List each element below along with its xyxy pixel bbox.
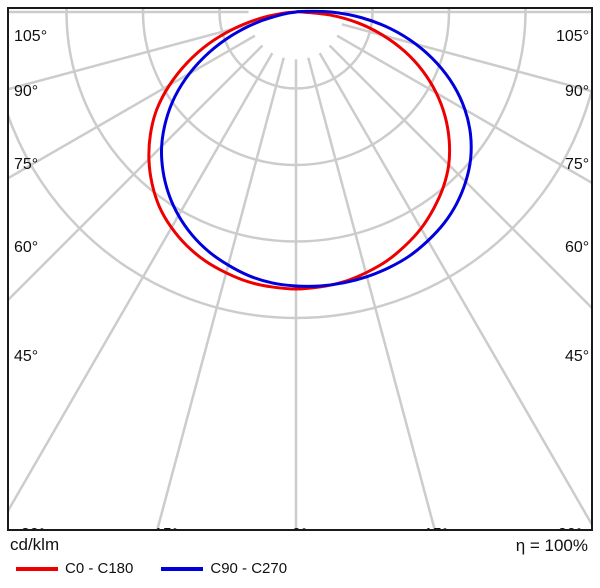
angle-tick-right-0: 105° (556, 28, 590, 45)
angle-tick-left-1: 90° (14, 83, 39, 100)
angle-tick-right-4: 45° (565, 348, 590, 365)
angle-tick-left-3: 60° (14, 239, 39, 256)
series-curve-c0-c180 (147, 10, 452, 291)
grid-rings (9, 9, 591, 320)
angle-tick-left-0: 105° (14, 28, 48, 45)
angle-tick-right-1: 90° (565, 83, 590, 100)
grid-spoke (307, 57, 436, 529)
grid-spoke (9, 52, 274, 512)
angle-tick-right-5: 30° (558, 527, 582, 530)
legend-swatch-icon (161, 566, 204, 571)
grid-spoke (318, 52, 591, 526)
angle-tick-bottom-1: 0° (292, 527, 307, 530)
grid-spokes (9, 10, 591, 529)
plot-area: 105° 90° 75° 60° 45° 30° 105° 90° 75° 60° 45° 30° 15… (7, 7, 593, 531)
legend-label: C90 - C270 (210, 560, 288, 577)
grid-spoke (336, 34, 591, 184)
grid-ring (9, 88, 591, 320)
legend-swatch-icon (16, 566, 58, 571)
angle-tick-right-2: 75° (565, 156, 590, 173)
legend-item-0: C0 - C180 (16, 561, 133, 576)
legend-item-1: C90 - C270 (161, 561, 287, 576)
angle-tick-left-5: 30° (21, 527, 45, 530)
grid-spoke (9, 34, 256, 180)
grid-spoke (9, 44, 264, 301)
chart-legend: C0 - C180 C90 - C270 (16, 561, 287, 576)
polar-plot-svg (9, 9, 591, 529)
legend-label: C0 - C180 (65, 560, 134, 577)
angle-tick-left-2: 75° (14, 156, 39, 173)
unit-label: cd/klm (10, 535, 60, 554)
angle-tick-left-4: 45° (14, 348, 39, 365)
series-curve-c90-c270 (159, 9, 473, 288)
angle-tick-bottom-2: 15° (424, 527, 448, 530)
grid-spoke (328, 44, 591, 309)
grid-spoke (341, 23, 591, 93)
grid-spoke (156, 57, 285, 529)
grid-spoke (9, 23, 251, 91)
angle-tick-right-3: 60° (565, 239, 590, 256)
chart-footer: cd/klm η = 100% C0 - C180 C90 - C270 (0, 531, 600, 588)
efficiency-label: η = 100% (515, 536, 588, 555)
angle-tick-bottom-0: 15° (154, 527, 178, 530)
